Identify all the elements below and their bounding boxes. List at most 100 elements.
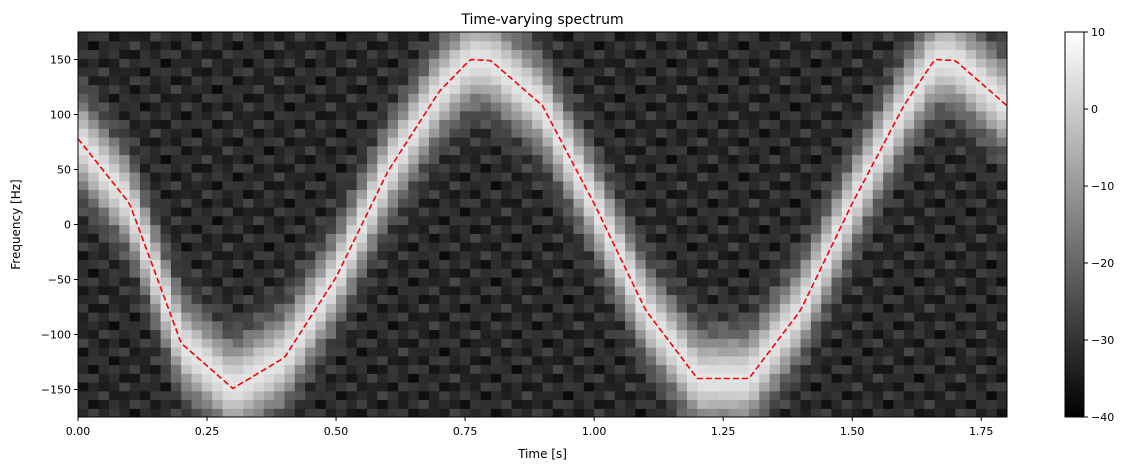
heatmap-cell — [707, 329, 719, 339]
heatmap-cell — [243, 119, 255, 129]
heatmap-cell — [511, 128, 523, 138]
heatmap-cell — [108, 110, 120, 121]
heatmap-cell — [872, 277, 884, 287]
heatmap-cell — [924, 198, 936, 208]
heatmap-cell — [160, 32, 172, 42]
heatmap-cell — [687, 312, 698, 322]
heatmap-cell — [88, 277, 100, 287]
heatmap-cell — [542, 408, 554, 417]
heatmap-cell — [779, 67, 791, 77]
heatmap-cell — [439, 110, 451, 121]
heatmap-cell — [139, 320, 151, 331]
heatmap-cell — [687, 355, 698, 366]
heatmap-cell — [408, 32, 420, 42]
heatmap-cell — [418, 198, 430, 208]
heatmap-cell — [377, 102, 389, 112]
heatmap-cell — [955, 207, 967, 217]
heatmap-cell — [119, 58, 131, 68]
heatmap-cell — [294, 312, 306, 322]
heatmap-cell — [191, 285, 203, 296]
heatmap-cell — [222, 163, 234, 173]
heatmap-cell — [119, 277, 131, 287]
heatmap-cell — [459, 242, 471, 252]
heatmap-cell — [212, 110, 224, 121]
heatmap-cell — [810, 75, 822, 86]
heatmap-cell — [862, 145, 874, 156]
heatmap-cell — [108, 189, 120, 199]
heatmap-cell — [521, 119, 533, 129]
heatmap-cell — [862, 32, 874, 42]
heatmap-cell — [542, 84, 554, 94]
heatmap-cell — [821, 128, 833, 138]
heatmap-cell — [201, 338, 213, 348]
heatmap-cell — [253, 93, 265, 103]
heatmap-cell — [377, 373, 389, 383]
heatmap-cell — [852, 364, 864, 374]
heatmap-cell — [232, 75, 244, 86]
heatmap-cell — [986, 75, 998, 86]
heatmap-cell — [501, 163, 513, 173]
heatmap-cell — [397, 224, 409, 234]
heatmap-cell — [707, 84, 719, 94]
heatmap-cell — [821, 277, 833, 287]
heatmap-cell — [150, 294, 162, 304]
heatmap-cell — [945, 189, 956, 199]
heatmap-cell — [243, 320, 255, 331]
heatmap-cell — [98, 277, 110, 287]
heatmap-cell — [738, 84, 750, 94]
heatmap-cell — [377, 347, 389, 357]
heatmap-cell — [263, 172, 275, 182]
heatmap-cell — [521, 382, 533, 392]
heatmap-cell — [336, 250, 347, 261]
heatmap-cell — [139, 233, 151, 243]
heatmap-cell — [511, 180, 523, 191]
heatmap-cell — [965, 268, 977, 278]
heatmap-cell — [563, 303, 575, 313]
heatmap-cell — [294, 320, 306, 331]
heatmap-cell — [480, 320, 492, 331]
heatmap-cell — [883, 294, 895, 304]
heatmap-cell — [573, 250, 585, 261]
heatmap-cell — [666, 145, 678, 156]
heatmap-cell — [728, 198, 740, 208]
heatmap-cell — [263, 145, 275, 156]
heatmap-cell — [521, 408, 533, 417]
heatmap-cell — [996, 268, 1007, 278]
heatmap-cell — [253, 399, 265, 409]
heatmap-cell — [976, 390, 987, 401]
heatmap-cell — [160, 75, 172, 86]
heatmap-cell — [181, 303, 193, 313]
heatmap-cell — [976, 312, 987, 322]
heatmap-cell — [883, 303, 895, 313]
heatmap-cell — [934, 180, 946, 191]
heatmap-cell — [717, 329, 729, 339]
heatmap-cell — [676, 58, 688, 68]
heatmap-cell — [284, 390, 296, 401]
heatmap-cell — [284, 285, 296, 296]
heatmap-cell — [78, 154, 89, 164]
heatmap-cell — [697, 347, 709, 357]
heatmap-cell — [563, 32, 575, 42]
heatmap-cell — [98, 58, 110, 68]
heatmap-cell — [521, 40, 533, 51]
heatmap-cell — [976, 215, 987, 226]
heatmap-cell — [325, 399, 337, 409]
heatmap-cell — [697, 154, 709, 164]
heatmap-cell — [274, 84, 286, 94]
heatmap-cell — [356, 145, 368, 156]
heatmap-cell — [955, 215, 967, 226]
heatmap-cell — [387, 373, 399, 383]
heatmap-cell — [521, 294, 533, 304]
heatmap-cell — [872, 408, 884, 417]
heatmap-cell — [428, 128, 440, 138]
heatmap-cell — [976, 347, 987, 357]
heatmap-cell — [810, 390, 822, 401]
heatmap-cell — [459, 198, 471, 208]
heatmap-cell — [945, 215, 956, 226]
heatmap-cell — [914, 75, 926, 86]
heatmap-cell — [532, 40, 544, 51]
heatmap-cell — [645, 285, 657, 296]
heatmap-cell — [243, 259, 255, 269]
heatmap-cell — [139, 250, 151, 261]
heatmap-cell — [459, 215, 471, 226]
